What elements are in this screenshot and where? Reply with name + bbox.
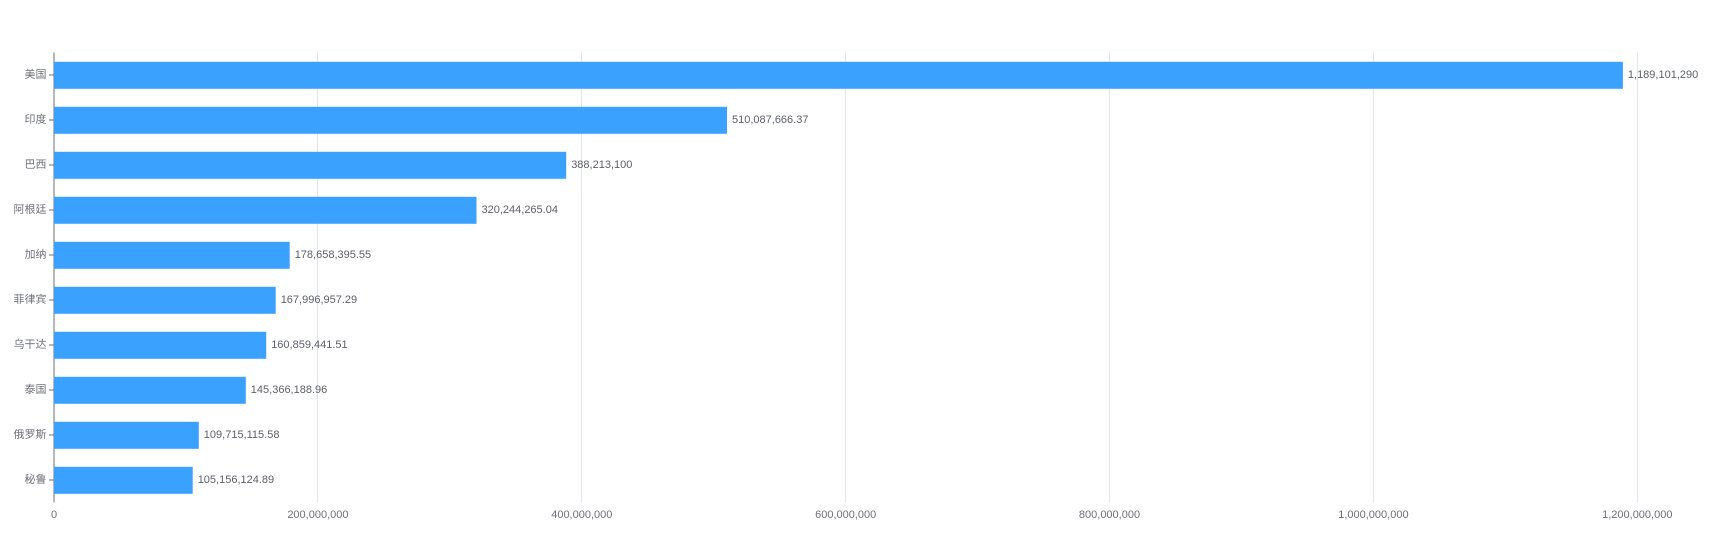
svg-text:510,087,666.37: 510,087,666.37: [732, 114, 808, 126]
svg-text:200,000,000: 200,000,000: [287, 509, 348, 521]
svg-text:1,200,000,000: 1,200,000,000: [1602, 509, 1672, 521]
svg-text:800,000,000: 800,000,000: [1079, 509, 1140, 521]
svg-text:1,000,000,000: 1,000,000,000: [1338, 509, 1408, 521]
svg-text:178,658,395.55: 178,658,395.55: [295, 249, 371, 261]
svg-text:400,000,000: 400,000,000: [551, 509, 612, 521]
svg-text:600,000,000: 600,000,000: [815, 509, 876, 521]
svg-text:1,189,101,290: 1,189,101,290: [1628, 69, 1698, 81]
svg-text:167,996,957.29: 167,996,957.29: [281, 294, 357, 306]
svg-text:0: 0: [51, 509, 57, 521]
svg-text:105,156,124.89: 105,156,124.89: [198, 474, 274, 486]
svg-text:388,213,100: 388,213,100: [571, 159, 632, 171]
svg-text:145,366,188.96: 145,366,188.96: [251, 384, 327, 396]
svg-text:109,715,115.58: 109,715,115.58: [204, 429, 280, 441]
svg-text:320,244,265.04: 320,244,265.04: [482, 204, 558, 216]
svg-text:160,859,441.51: 160,859,441.51: [271, 339, 347, 351]
